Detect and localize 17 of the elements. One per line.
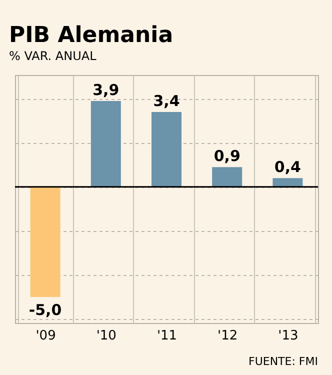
data-label: -5,0 xyxy=(28,301,62,319)
x-tick-label: '11 xyxy=(156,328,178,344)
data-label: 3,9 xyxy=(92,81,120,99)
source-note: FUENTE: FMI xyxy=(248,355,318,368)
x-tick-label: '12 xyxy=(218,328,238,344)
bar xyxy=(90,101,121,187)
x-tick-label: '09 xyxy=(36,328,56,344)
bar xyxy=(212,167,242,187)
data-label: 0,4 xyxy=(274,158,301,176)
data-label: 3,4 xyxy=(153,92,180,110)
chart-title: PIB Alemania xyxy=(9,23,174,48)
bar xyxy=(30,186,60,297)
x-tick-label: '13 xyxy=(278,328,298,344)
x-tick-label: '10 xyxy=(96,328,116,344)
data-label: 0,9 xyxy=(214,147,240,166)
bar xyxy=(152,112,182,187)
chart-subtitle: % VAR. ANUAL xyxy=(9,49,97,63)
